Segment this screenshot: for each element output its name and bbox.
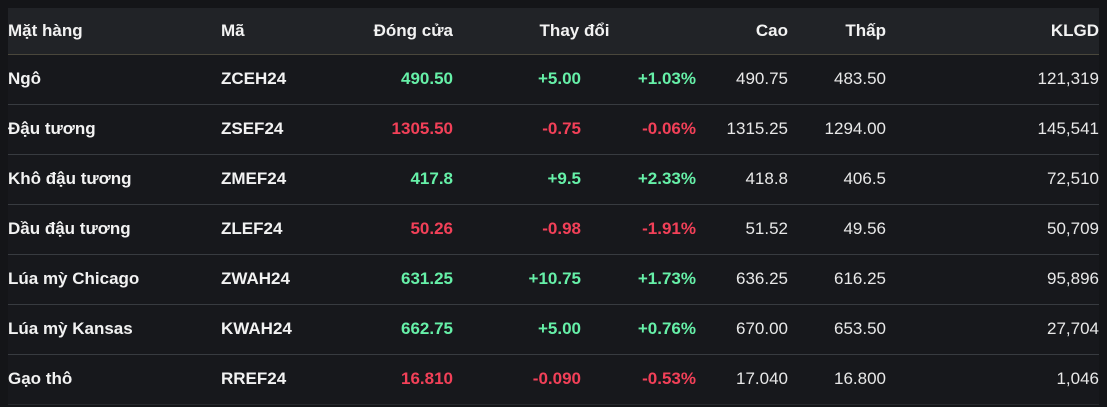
change-percent: -0.06% [581,103,696,154]
table-row[interactable]: Lúa mỳ Chicago ZWAH24 631.25 +10.75 +1.7… [8,253,1099,304]
close-price: 417.8 [326,153,453,204]
change-value: +5.00 [453,303,581,354]
volume: 1,046 [886,353,1099,405]
low-price: 1294.00 [788,103,886,154]
commodity-code: KWAH24 [221,303,326,354]
header-high: Cao [696,8,788,55]
header-change: Thay đổi [453,8,696,55]
change-value: +5.00 [537,69,581,88]
commodity-name: Đậu tương [8,103,221,154]
commodity-code: ZLEF24 [221,203,326,254]
commodity-code: ZCEH24 [221,69,287,88]
change-value: +10.75 [453,253,581,304]
table-row[interactable]: Ngô ZCEH24 490.50 +5.00 +1.03% 490.75 48… [8,54,1099,104]
volume: 72,510 [886,153,1099,204]
commodity-code: ZSEF24 [221,103,326,154]
commodity-name: Dầu đậu tương [8,203,221,254]
commodity-name: Gạo thô [8,353,221,405]
table-row[interactable]: Dầu đậu tương ZLEF24 50.26 -0.98 -1.91% … [8,203,1099,254]
commodity-price-table: Mặt hàng Mã Đóng cửa Thay đổi Cao Thấp K… [8,8,1099,405]
volume: 121,319 [1037,69,1099,88]
change-value: -0.75 [453,103,581,154]
low-price: 653.50 [788,303,886,354]
header-commodity: Mặt hàng [8,8,221,55]
commodity-name: Khô đậu tương [8,153,221,204]
low-price: 406.5 [788,153,886,204]
high-price: 418.8 [696,153,788,204]
low-price: 483.50 [834,69,886,88]
close-price: 1305.50 [326,103,453,154]
commodity-code: ZWAH24 [221,253,326,304]
high-price: 490.75 [736,69,788,88]
close-price: 631.25 [326,253,453,304]
volume: 95,896 [886,253,1099,304]
change-percent: +0.76% [581,303,696,354]
header-close: Đóng cửa [326,8,453,55]
volume: 145,541 [886,103,1099,154]
header-volume: KLGD [886,8,1099,55]
change-percent: +1.03% [637,69,696,88]
close-price: 662.75 [326,303,453,354]
commodity-name: Ngô [8,69,42,88]
close-price: 16.810 [326,353,453,405]
close-price: 50.26 [326,203,453,254]
table-header-row: Mặt hàng Mã Đóng cửa Thay đổi Cao Thấp K… [8,8,1099,55]
commodity-name: Lúa mỳ Chicago [8,253,221,304]
change-value: +9.5 [453,153,581,204]
high-price: 51.52 [696,203,788,254]
high-price: 636.25 [696,253,788,304]
change-value: -0.98 [453,203,581,254]
high-price: 670.00 [696,303,788,354]
change-value: -0.090 [453,353,581,405]
change-percent: +1.73% [581,253,696,304]
volume: 50,709 [886,203,1099,254]
high-price: 17.040 [696,353,788,405]
low-price: 49.56 [788,203,886,254]
change-percent: +2.33% [581,153,696,204]
close-price: 490.50 [401,69,453,88]
commodity-code: ZMEF24 [221,153,326,204]
low-price: 616.25 [788,253,886,304]
change-percent: -1.91% [581,203,696,254]
volume: 27,704 [886,303,1099,354]
commodity-name: Lúa mỳ Kansas [8,303,221,354]
change-percent: -0.53% [581,353,696,405]
header-code: Mã [221,8,326,55]
table-row[interactable]: Lúa mỳ Kansas KWAH24 662.75 +5.00 +0.76%… [8,303,1099,354]
low-price: 16.800 [788,353,886,405]
table-row[interactable]: Khô đậu tương ZMEF24 417.8 +9.5 +2.33% 4… [8,153,1099,204]
table-row[interactable]: Đậu tương ZSEF24 1305.50 -0.75 -0.06% 13… [8,103,1099,154]
high-price: 1315.25 [696,103,788,154]
header-low: Thấp [788,8,886,55]
commodity-code: RREF24 [221,353,326,405]
table-row[interactable]: Gạo thô RREF24 16.810 -0.090 -0.53% 17.0… [8,353,1099,405]
